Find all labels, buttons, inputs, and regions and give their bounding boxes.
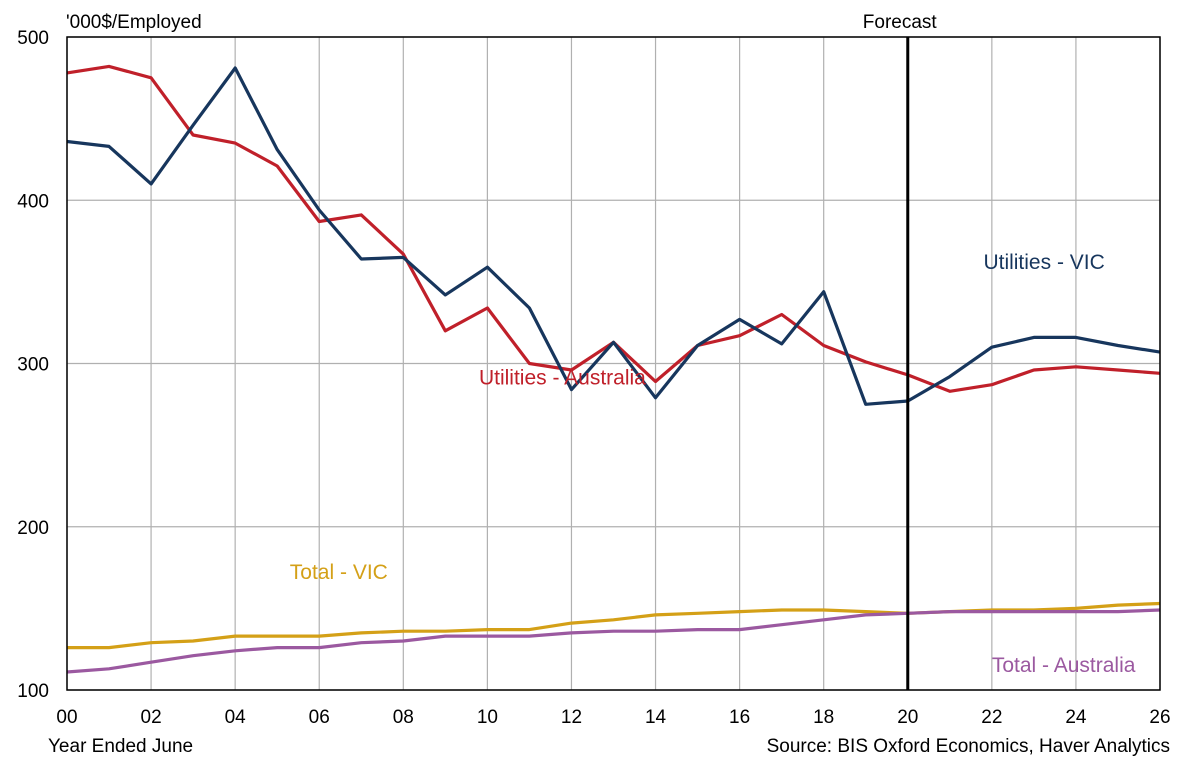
forecast-label: Forecast bbox=[863, 12, 938, 33]
y-tick-label: 400 bbox=[17, 191, 49, 212]
x-tick-label: 22 bbox=[981, 707, 1002, 728]
x-tick-label: 08 bbox=[393, 707, 414, 728]
axis-ticks: 00 02 04 06 08 10 12 14 16 18 20 22 24 26 100 200 300 400… bbox=[17, 28, 1170, 728]
source-note: Source: BIS Oxford Economics, Haver Anal… bbox=[767, 736, 1170, 757]
series-label: Total - VIC bbox=[290, 561, 388, 584]
x-tick-label: 04 bbox=[225, 707, 247, 728]
x-tick-label: 02 bbox=[141, 707, 162, 728]
x-tick-label: 18 bbox=[813, 707, 834, 728]
series-label: Total - Australia bbox=[992, 654, 1136, 677]
y-tick-label: 200 bbox=[17, 518, 49, 539]
series-lines bbox=[66, 64, 1161, 674]
x-tick-label: 20 bbox=[897, 707, 918, 728]
x-tick-label: 00 bbox=[56, 707, 77, 728]
y-axis-label: '000$/Employed bbox=[66, 12, 202, 33]
y-tick-label: 100 bbox=[17, 681, 49, 702]
x-tick-label: 26 bbox=[1149, 707, 1170, 728]
series-labels: Utilities - VIC Utilities - Australia Tota… bbox=[290, 251, 1136, 677]
x-tick-label: 24 bbox=[1065, 707, 1087, 728]
x-tick-label: 10 bbox=[477, 707, 498, 728]
x-tick-label: 16 bbox=[729, 707, 750, 728]
series-line-1 bbox=[66, 66, 1161, 406]
series-label: Utilities - Australia bbox=[479, 367, 646, 390]
series-label: Utilities - VIC bbox=[983, 251, 1104, 274]
x-axis-label: Year Ended June bbox=[48, 736, 193, 757]
grid bbox=[66, 36, 1161, 691]
plot-border bbox=[66, 36, 1161, 691]
y-tick-label: 500 bbox=[17, 28, 49, 49]
x-tick-label: 12 bbox=[561, 707, 582, 728]
x-tick-label: 06 bbox=[309, 707, 330, 728]
series-line-3 bbox=[66, 608, 1161, 674]
x-tick-label: 14 bbox=[645, 707, 667, 728]
y-tick-label: 300 bbox=[17, 355, 49, 376]
